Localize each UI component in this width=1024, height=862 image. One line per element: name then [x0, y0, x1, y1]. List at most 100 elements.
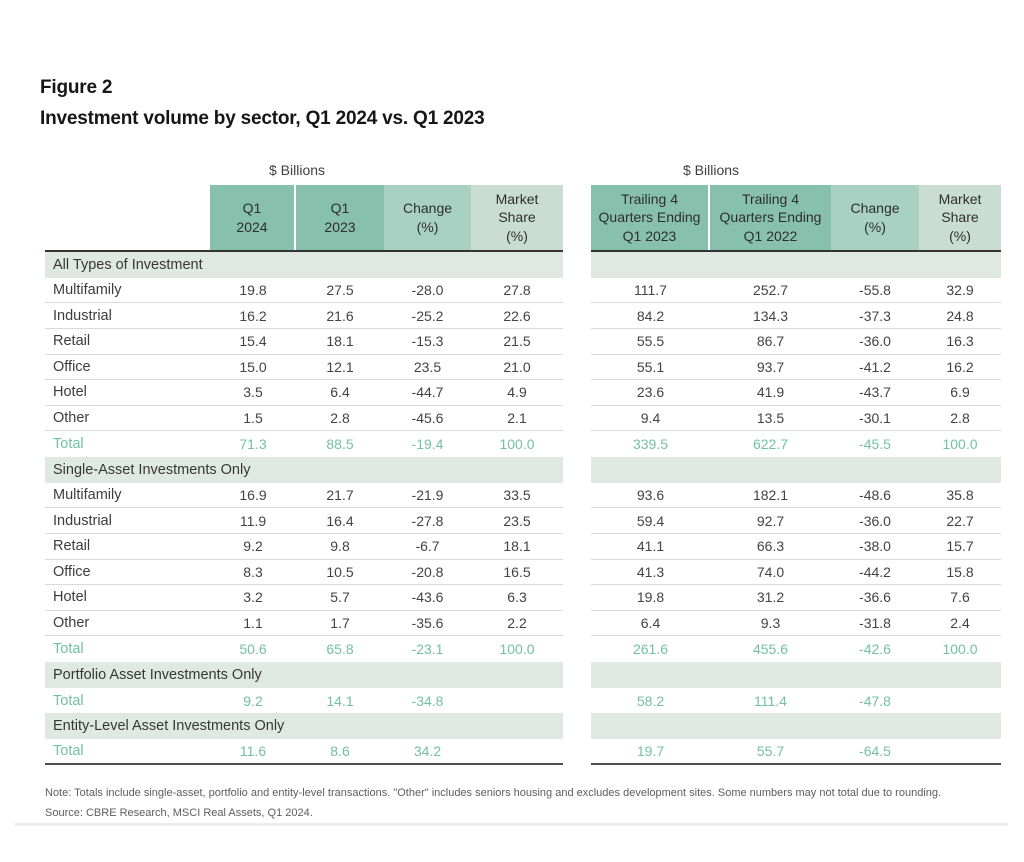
section-band — [591, 713, 1001, 740]
value-cell: 2.4 — [950, 615, 970, 632]
value-cell: 15.0 — [239, 358, 267, 375]
section-band — [591, 456, 1001, 483]
sector-label-cell: Other — [53, 410, 90, 427]
value-cell: 27.8 — [503, 282, 531, 299]
units-spacer — [45, 162, 210, 185]
sector-label-cell: Hotel — [53, 589, 87, 606]
table-gap — [563, 534, 591, 560]
sector-label-cell: Industrial — [53, 307, 112, 324]
value-cell: -41.2 — [859, 358, 891, 375]
row-right-group: $ Billions — [591, 162, 1001, 185]
sector-label-cell: Total — [53, 742, 84, 759]
row-right-group: 59.4 92.7 -36.0 22.7 — [591, 508, 1001, 534]
value-cell: 3.2 — [243, 589, 263, 606]
value-cell: -23.1 — [411, 641, 444, 658]
row-left-group: Other 1.1 1.7 -35.6 2.2 — [45, 611, 563, 637]
row-right-group: Trailing 4 Quarters Ending Q1 2023 Traili… — [591, 185, 1001, 252]
sector-label-cell: Office — [53, 563, 91, 580]
section-header-row: Portfolio Asset Investments Only — [45, 661, 1001, 688]
value-cell: 34.2 — [413, 742, 442, 759]
section-header-row: All Types of Investment — [45, 252, 1001, 278]
value-cell: 10.5 — [326, 563, 354, 580]
value-cell: 22.7 — [946, 512, 974, 529]
footnote: Note: Totals include single-asset, portf… — [45, 787, 942, 799]
value-cell: 65.8 — [326, 641, 354, 658]
column-header: Trailing 4 Quarters Ending Q1 2023 — [591, 185, 710, 250]
table-gap — [563, 739, 591, 765]
table-gap — [563, 560, 591, 586]
column-header: Market Share (%) — [919, 185, 1001, 250]
value-cell: -45.6 — [411, 410, 444, 427]
section-band — [591, 252, 1001, 278]
value-cell: 71.3 — [239, 436, 267, 453]
sector-label-cell: Total — [53, 692, 84, 709]
value-cell: 16.4 — [326, 512, 354, 529]
value-cell: 261.6 — [632, 641, 669, 658]
sector-label-cell: Multifamily — [53, 282, 122, 299]
units-label-left: $ Billions — [268, 162, 326, 178]
value-cell: 92.7 — [756, 512, 785, 529]
value-cell: 21.7 — [326, 487, 354, 504]
section-title: All Types of Investment — [45, 252, 563, 278]
value-cell — [471, 688, 563, 714]
row-right-group: 55.5 86.7 -36.0 16.3 — [591, 329, 1001, 355]
value-cell: 6.3 — [507, 589, 527, 606]
value-cell: -36.6 — [859, 589, 891, 606]
value-cell: 15.7 — [946, 538, 974, 555]
table-row: Multifamily 16.9 21.7 -21.9 33.5 93.6 182.1 -48… — [45, 483, 1001, 509]
table-row: Hotel 3.5 6.4 -44.7 4.9 23.6 41.9 -43.7 6.9 — [45, 380, 1001, 406]
figure-label: Figure 2 — [40, 77, 113, 98]
table-gap — [563, 406, 591, 432]
column-header: Q1 2023 — [296, 185, 384, 250]
value-cell: -44.2 — [859, 563, 891, 580]
value-cell: 66.3 — [756, 538, 785, 555]
row-right-group — [591, 661, 1001, 688]
section-header-row: Entity-Level Asset Investments Only — [45, 713, 1001, 740]
row-left-group: Hotel 3.5 6.4 -44.7 4.9 — [45, 380, 563, 406]
row-left-group: Total 71.3 88.5 -19.4 100.0 — [45, 431, 563, 457]
value-cell: 59.4 — [636, 512, 665, 529]
column-header-row: Q1 2024 Q1 2023 Change (%) Market Share (%)… — [45, 185, 1001, 252]
value-cell: 41.9 — [756, 384, 785, 401]
value-cell: 622.7 — [752, 436, 789, 453]
value-cell: 3.5 — [243, 384, 263, 401]
column-header: Trailing 4 Quarters Ending Q1 2022 — [710, 185, 831, 250]
value-cell: 9.8 — [330, 538, 350, 555]
row-right-group: 58.2 111.4 -47.8 — [591, 688, 1001, 714]
value-cell: 23.6 — [636, 384, 665, 401]
value-cell: 6.4 — [330, 384, 350, 401]
row-right-group: 339.5 622.7 -45.5 100.0 — [591, 431, 1001, 457]
table-row: Retail 9.2 9.8 -6.7 18.1 41.1 66.3 -38.0 15.7 — [45, 534, 1001, 560]
value-cell: -25.2 — [411, 307, 444, 324]
value-cell: 1.5 — [243, 410, 263, 427]
row-left-group: Total 11.6 8.6 34.2 — [45, 739, 563, 765]
sector-label-cell: Office — [53, 358, 91, 375]
value-cell: 16.9 — [239, 487, 267, 504]
row-left-group: Q1 2024 Q1 2023 Change (%) Market Share (%) — [45, 185, 563, 252]
value-cell: 1.7 — [330, 615, 350, 632]
value-cell: 134.3 — [752, 307, 789, 324]
row-left-group: Portfolio Asset Investments Only — [45, 661, 563, 688]
value-cell: 41.3 — [636, 563, 665, 580]
row-left-group: Multifamily 16.9 21.7 -21.9 33.5 — [45, 483, 563, 509]
value-cell: 182.1 — [752, 487, 789, 504]
value-cell: -43.7 — [859, 384, 891, 401]
table-row: Industrial 11.9 16.4 -27.8 23.5 59.4 92.7 -36.0… — [45, 508, 1001, 534]
value-cell: 27.5 — [326, 282, 354, 299]
sector-label-cell: Total — [53, 436, 84, 453]
row-right-group: 19.7 55.7 -64.5 — [591, 739, 1001, 765]
value-cell: 23.5 — [503, 512, 531, 529]
row-left-group: Multifamily 19.8 27.5 -28.0 27.8 — [45, 278, 563, 304]
table-rows: Q1 2024 Q1 2023 Change (%) Market Share (%)… — [45, 185, 1001, 765]
row-right-group: 19.8 31.2 -36.6 7.6 — [591, 585, 1001, 611]
value-cell: 15.4 — [239, 333, 267, 350]
row-left-group: Retail 9.2 9.8 -6.7 18.1 — [45, 534, 563, 560]
value-cell: 16.5 — [503, 563, 531, 580]
table-gap — [563, 662, 591, 688]
value-cell: 84.2 — [636, 307, 665, 324]
value-cell — [919, 688, 1001, 714]
table-gap — [563, 252, 591, 278]
value-cell: 11.9 — [239, 512, 267, 529]
value-cell: -37.3 — [859, 307, 891, 324]
value-cell: 8.6 — [330, 742, 350, 759]
